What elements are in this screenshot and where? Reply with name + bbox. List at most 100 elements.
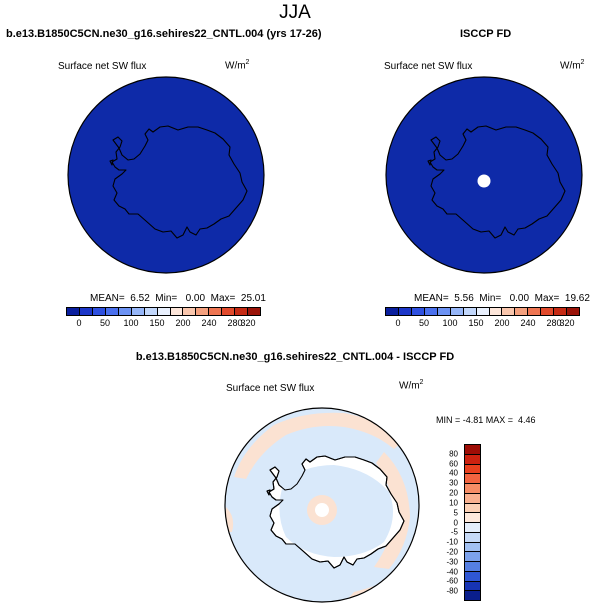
obs-colorbar-tick-label: 280 — [546, 318, 562, 328]
diff-colorbar-tick-label: -60 — [446, 576, 458, 586]
diff-colorbar-box — [465, 591, 480, 600]
diff-colorbar-tick-label: 30 — [449, 478, 458, 488]
diff-colorbar-tick-label: 5 — [453, 508, 458, 518]
diff-interior-patch — [279, 465, 393, 557]
obs-colorbar-box — [541, 308, 555, 315]
obs-unit-label: W/m2 — [560, 59, 584, 71]
diff-colorbar-tick-label: 0 — [453, 518, 458, 527]
obs-unit-exp: 2 — [580, 59, 585, 66]
diff-colorbar-box — [465, 513, 480, 523]
diff-colorbar-box — [465, 571, 480, 582]
model-panel: b.e13.B1850C5CN.ne30_g16.sehires22_CNTL.… — [0, 0, 322, 340]
diff-panel: b.e13.B1850C5CN.ne30_g16.sehires22_CNTL.… — [0, 340, 590, 609]
diff-colorbar-tick-label: -80 — [446, 586, 458, 596]
model-colorbar-ticks: 0 50 100 150 200 240 280 320 — [66, 318, 261, 330]
diff-polar-map — [224, 407, 420, 603]
diff-panel-title: b.e13.B1850C5CN.ne30_g16.sehires22_CNTL.… — [135, 351, 455, 363]
model-variable-label: Surface net SW flux — [58, 61, 147, 72]
obs-colorbar-box — [567, 308, 580, 315]
diff-colorbar-tick-label: -5 — [450, 527, 458, 537]
obs-colorbar-box — [450, 308, 464, 315]
model-colorbar-box — [248, 308, 261, 315]
model-unit-exp: 2 — [245, 59, 250, 66]
diff-colorbar-tick-label: 60 — [449, 459, 458, 469]
diff-colorbar-box — [465, 503, 480, 514]
obs-colorbar-box — [554, 308, 568, 315]
diff-colorbar-tick-label: 20 — [449, 488, 458, 498]
model-colorbar-box — [209, 308, 223, 315]
diff-colorbar-box — [465, 474, 480, 484]
obs-colorbar-box — [386, 308, 399, 315]
obs-colorbar-tick-label: 0 — [395, 318, 401, 328]
diff-colorbar-box — [465, 523, 480, 533]
diff-colorbar-box — [465, 484, 480, 494]
diff-colorbar: 80 60 40 30 20 10 5 0 -5 -10 -20 -30 -40 -60 -80 — [438, 444, 498, 601]
obs-colorbar-box — [502, 308, 516, 315]
diff-colorbar-box — [465, 464, 480, 475]
obs-colorbar-box — [489, 308, 503, 315]
model-colorbar-box — [144, 308, 158, 315]
model-colorbar-tick-label: 0 — [76, 318, 82, 328]
model-colorbar-box — [196, 308, 210, 315]
diff-colorbar-tick-label: 80 — [449, 449, 458, 459]
obs-colorbar-strip — [385, 307, 580, 316]
model-colorbar-tick-label: 240 — [201, 318, 217, 328]
model-stats: MEAN= 6.52 Min= 0.00 Max= 25.01 — [90, 293, 266, 304]
obs-colorbar-box — [398, 308, 412, 315]
obs-colorbar-box — [476, 308, 490, 315]
diff-colorbar-ticks: 80 60 40 30 20 10 5 0 -5 -10 -20 -30 -40 -60 -80 — [438, 444, 458, 601]
diff-colorbar-box — [465, 493, 480, 504]
model-colorbar-box — [67, 308, 80, 315]
obs-colorbar-tick-label: 50 — [418, 318, 430, 328]
diff-colorbar-box — [465, 581, 480, 592]
obs-colorbar-tick-label: 150 — [468, 318, 484, 328]
obs-colorbar-box — [424, 308, 438, 315]
model-colorbar-box — [79, 308, 93, 315]
diff-colorbar-tick-label: -30 — [446, 557, 458, 567]
model-colorbar-box — [118, 308, 132, 315]
diff-colorbar-strip — [464, 444, 481, 601]
model-antarctica-coastline — [109, 125, 248, 239]
diff-colorbar-box — [465, 532, 480, 543]
model-colorbar-box — [92, 308, 106, 315]
obs-polar-map — [385, 76, 583, 274]
diff-colorbar-box — [465, 445, 480, 455]
obs-colorbar-tick-label: 240 — [520, 318, 536, 328]
obs-pole-hole — [477, 174, 491, 188]
diff-colorbar-tick-label: 40 — [449, 468, 458, 478]
model-colorbar-box — [183, 308, 197, 315]
diff-unit-exp: 2 — [419, 379, 424, 386]
model-colorbar-box — [105, 308, 119, 315]
obs-colorbar-box — [528, 308, 542, 315]
diff-colorbar-tick-label: -10 — [446, 537, 458, 547]
model-colorbar-box — [131, 308, 145, 315]
model-colorbar-tick-label: 200 — [175, 318, 191, 328]
obs-colorbar-tick-label: 100 — [442, 318, 458, 328]
obs-colorbar-box — [437, 308, 451, 315]
model-unit-base: W/m — [225, 60, 246, 72]
diff-stats: MIN = -4.81 MAX = 4.46 — [436, 415, 536, 425]
obs-colorbar: 0 50 100 150 200 240 280 320 — [385, 307, 580, 328]
model-colorbar-box — [235, 308, 249, 315]
obs-colorbar-box — [411, 308, 425, 315]
obs-variable-label: Surface net SW flux — [384, 61, 473, 72]
diff-colorbar-box — [465, 542, 480, 553]
obs-panel: ISCCP FD Surface net SW flux W/m2 MEAN= … — [300, 0, 590, 340]
model-colorbar-strip — [66, 307, 261, 316]
diff-colorbar-tick-label: 10 — [449, 498, 458, 508]
model-colorbar-tick-label: 50 — [99, 318, 111, 328]
model-ocean-disk — [67, 76, 265, 274]
model-colorbar-tick-label: 150 — [149, 318, 165, 328]
obs-antarctica-coastline — [427, 125, 566, 239]
diff-colorbar-tick-label: -40 — [446, 567, 458, 577]
diff-colorbar-box — [465, 552, 480, 562]
diff-colorbar-box — [465, 562, 480, 572]
model-colorbar-tick-label: 320 — [240, 318, 256, 328]
diff-unit-label: W/m2 — [399, 379, 423, 391]
model-colorbar-box — [170, 308, 184, 315]
diff-colorbar-box — [465, 454, 480, 465]
diff-colorbar-tick-label: -20 — [446, 547, 458, 557]
obs-colorbar-box — [463, 308, 477, 315]
obs-unit-base: W/m — [560, 60, 581, 72]
obs-panel-title: ISCCP FD — [460, 28, 512, 40]
